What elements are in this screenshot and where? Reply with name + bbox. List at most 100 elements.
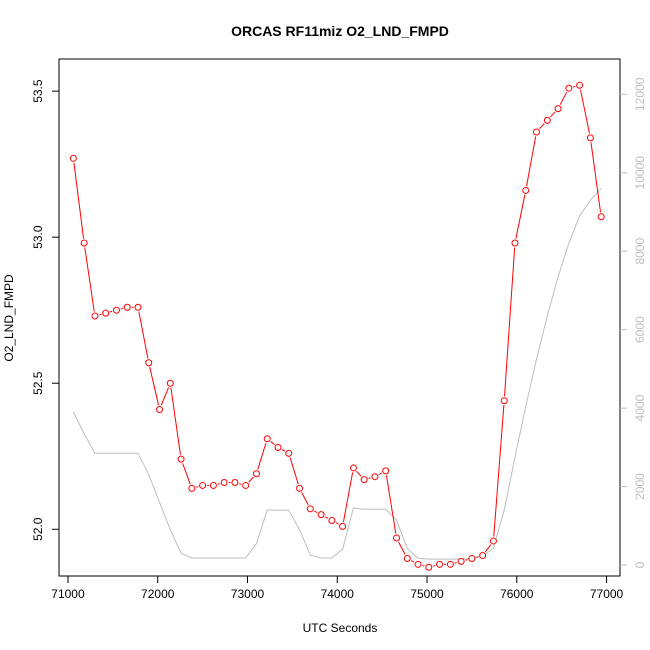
data-point	[565, 84, 573, 92]
data-point	[317, 511, 325, 519]
y-axis-label: O2_LND_FMPD	[2, 274, 16, 362]
series-segment	[314, 510, 318, 513]
series-segment	[120, 307, 124, 310]
series-segment	[84, 247, 95, 312]
series-segment	[196, 486, 199, 488]
series-segment	[149, 367, 160, 406]
data-point	[112, 306, 120, 314]
y2-tick-label: 0	[633, 561, 647, 568]
data-point	[533, 128, 541, 136]
series-segment	[504, 247, 516, 397]
data-point	[252, 470, 260, 478]
data-point	[156, 406, 164, 414]
y2-tick-label: 4000	[633, 394, 647, 421]
x-axis: 71000 72000 73000 74000 75000 76000 77000	[51, 576, 624, 601]
data-point	[274, 443, 282, 451]
data-point	[306, 505, 314, 513]
series-segment	[590, 142, 602, 213]
series-segment	[378, 472, 383, 475]
data-point	[522, 186, 530, 194]
data-point	[263, 435, 271, 443]
series-segment	[342, 472, 354, 523]
data-point	[597, 213, 605, 221]
series-segment	[248, 476, 254, 483]
series-segment	[239, 483, 242, 485]
data-point	[91, 312, 99, 320]
series-segment	[356, 470, 362, 477]
y-tick-label: 53.5	[31, 79, 45, 103]
y2-tick-label: 8000	[633, 238, 647, 265]
series-segment	[410, 560, 415, 563]
data-point	[468, 554, 476, 562]
series-segment	[433, 565, 436, 567]
data-point	[80, 239, 88, 247]
x-tick-label: 75000	[410, 587, 444, 601]
series-segment	[493, 405, 505, 537]
data-point	[220, 479, 228, 487]
data-point	[349, 464, 357, 472]
data-point	[199, 481, 207, 489]
data-point	[554, 105, 562, 113]
series-segment	[549, 111, 556, 118]
data-point	[360, 476, 368, 484]
x-tick-label: 74000	[321, 587, 355, 601]
data-point	[543, 116, 551, 124]
x-axis-label: UTC Seconds	[303, 621, 378, 635]
series-segment	[99, 313, 102, 316]
data-point	[328, 517, 336, 525]
series-segment	[539, 123, 545, 130]
x-tick-label: 77000	[590, 587, 624, 601]
series-segment	[476, 556, 479, 558]
data-point	[371, 473, 379, 481]
series-segment	[73, 162, 85, 239]
series-segment	[515, 194, 526, 239]
data-point	[382, 467, 390, 475]
series-segment	[281, 449, 286, 452]
y-tick-label: 52.5	[31, 371, 45, 395]
data-point	[209, 481, 217, 489]
y-tick-label: 52.0	[31, 517, 45, 541]
data-point	[414, 560, 422, 568]
series-segment	[465, 559, 468, 561]
series-segment	[335, 522, 339, 525]
data-point	[500, 397, 508, 405]
data-point	[489, 537, 497, 545]
data-point	[446, 560, 454, 568]
y-tick-label: 53.0	[31, 225, 45, 249]
series-segment	[160, 387, 170, 406]
series-segment	[385, 475, 397, 534]
series-segment	[484, 544, 492, 553]
secondary-series-line	[72, 188, 602, 560]
data-point	[296, 484, 304, 492]
y2-tick-label: 6000	[633, 316, 647, 343]
series-segment	[257, 442, 267, 470]
series-segment	[270, 441, 275, 446]
series-secondary	[72, 188, 602, 560]
data-point	[145, 359, 153, 367]
plot-frame	[58, 58, 621, 577]
series-segment	[109, 310, 113, 313]
series-segment	[454, 562, 457, 564]
series-segment	[138, 311, 149, 359]
data-point	[457, 557, 465, 565]
data-point	[425, 563, 433, 571]
x-tick-label: 73000	[231, 587, 265, 601]
data-point	[285, 449, 293, 457]
x-tick-label: 76000	[500, 587, 534, 601]
data-point	[69, 154, 77, 162]
data-point	[436, 560, 444, 568]
y2-axis: 0 2000 4000 6000 8000 10000 12000	[620, 77, 647, 568]
data-point	[586, 134, 594, 142]
series-segment	[398, 541, 406, 555]
data-point	[102, 309, 110, 317]
data-point	[576, 81, 584, 89]
series-segment	[368, 477, 371, 479]
series-segment	[182, 463, 191, 485]
x-tick-label: 71000	[51, 587, 85, 601]
data-point	[403, 554, 411, 562]
data-point	[231, 479, 239, 487]
series-segment	[422, 565, 425, 567]
data-point	[392, 534, 400, 542]
y2-tick-label: 12000	[633, 77, 647, 111]
series-segment	[526, 136, 537, 187]
